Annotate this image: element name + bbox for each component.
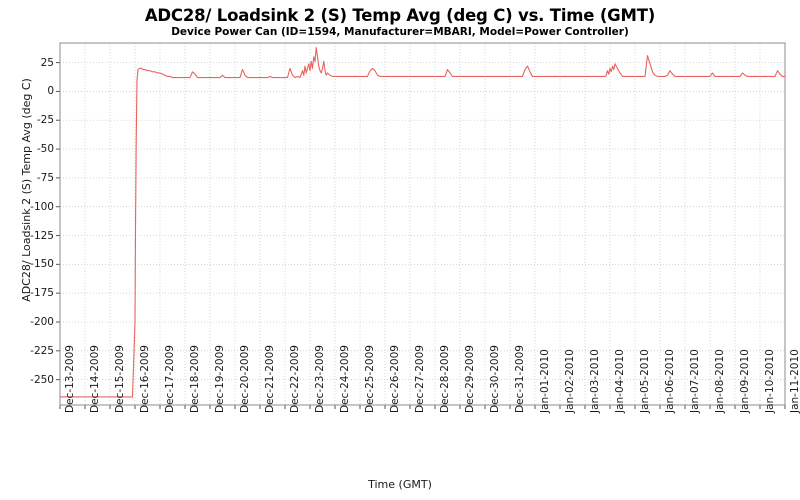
x-tick-label: Dec-23-2009 xyxy=(314,345,326,413)
y-tick-label: -25 xyxy=(36,114,54,127)
axis-ticks xyxy=(56,62,786,409)
x-tick-label: Jan-09-2010 xyxy=(739,349,751,413)
x-tick-label: Dec-14-2009 xyxy=(89,345,101,413)
x-tick-label: Dec-31-2009 xyxy=(514,345,526,413)
x-tick-label: Jan-06-2010 xyxy=(664,349,676,413)
x-tick-label: Dec-28-2009 xyxy=(439,345,451,413)
x-tick-label: Jan-04-2010 xyxy=(614,349,626,413)
x-tick-label: Dec-22-2009 xyxy=(289,345,301,413)
x-tick-label: Jan-02-2010 xyxy=(564,349,576,413)
x-tick-label: Dec-15-2009 xyxy=(114,345,126,413)
y-tick-label: -125 xyxy=(30,229,54,242)
plot-frame xyxy=(59,42,786,406)
x-tick-label: Jan-03-2010 xyxy=(589,349,601,413)
y-tick-label: -100 xyxy=(30,200,54,213)
plot-background xyxy=(60,43,785,405)
x-tick-label: Dec-29-2009 xyxy=(464,345,476,413)
x-tick-label: Dec-24-2009 xyxy=(339,345,351,413)
x-tick-label: Jan-05-2010 xyxy=(639,349,651,413)
x-tick-label: Dec-30-2009 xyxy=(489,345,501,413)
y-tick-label: -200 xyxy=(30,315,54,328)
x-tick-label: Dec-26-2009 xyxy=(389,345,401,413)
y-tick-label-group: 25 0 -25 -50 -75 -100 -125 -150 -175 -200 -225 -250 xyxy=(0,0,54,500)
y-tick-label: -250 xyxy=(30,373,54,386)
y-tick-label: -225 xyxy=(30,344,54,357)
y-tick-label: 0 xyxy=(47,85,54,98)
y-tick-label: 25 xyxy=(40,56,54,69)
chart-title: ADC28/ Loadsink 2 (S) Temp Avg (deg C) v… xyxy=(144,6,656,25)
x-tick-label: Jan-01-2010 xyxy=(539,349,551,413)
x-tick-label: Dec-17-2009 xyxy=(164,345,176,413)
x-axis-label: Time (GMT) xyxy=(368,478,432,491)
x-tick-label: Jan-11-2010 xyxy=(789,349,800,413)
x-tick-label: Dec-27-2009 xyxy=(414,345,426,413)
y-tick-label: -150 xyxy=(30,258,54,271)
x-tick-label: Dec-25-2009 xyxy=(364,345,376,413)
gridlines xyxy=(59,43,786,405)
x-tick-label: Jan-07-2010 xyxy=(689,349,701,413)
x-tick-label: Dec-13-2009 xyxy=(64,345,76,413)
y-tick-label: -50 xyxy=(36,143,54,156)
data-series-line xyxy=(59,47,786,398)
x-tick-label: Dec-20-2009 xyxy=(239,345,251,413)
x-tick-label: Jan-10-2010 xyxy=(764,349,776,413)
x-tick-label: Dec-18-2009 xyxy=(189,345,201,413)
chart-subtitle: Device Power Can (ID=1594, Manufacturer=… xyxy=(171,26,629,38)
x-tick-label: Dec-19-2009 xyxy=(214,345,226,413)
y-tick-label: -75 xyxy=(36,171,54,184)
y-tick-label: -175 xyxy=(30,287,54,300)
x-tick-label: Dec-21-2009 xyxy=(264,345,276,413)
x-tick-label: Jan-08-2010 xyxy=(714,349,726,413)
x-tick-label: Dec-16-2009 xyxy=(139,345,151,413)
